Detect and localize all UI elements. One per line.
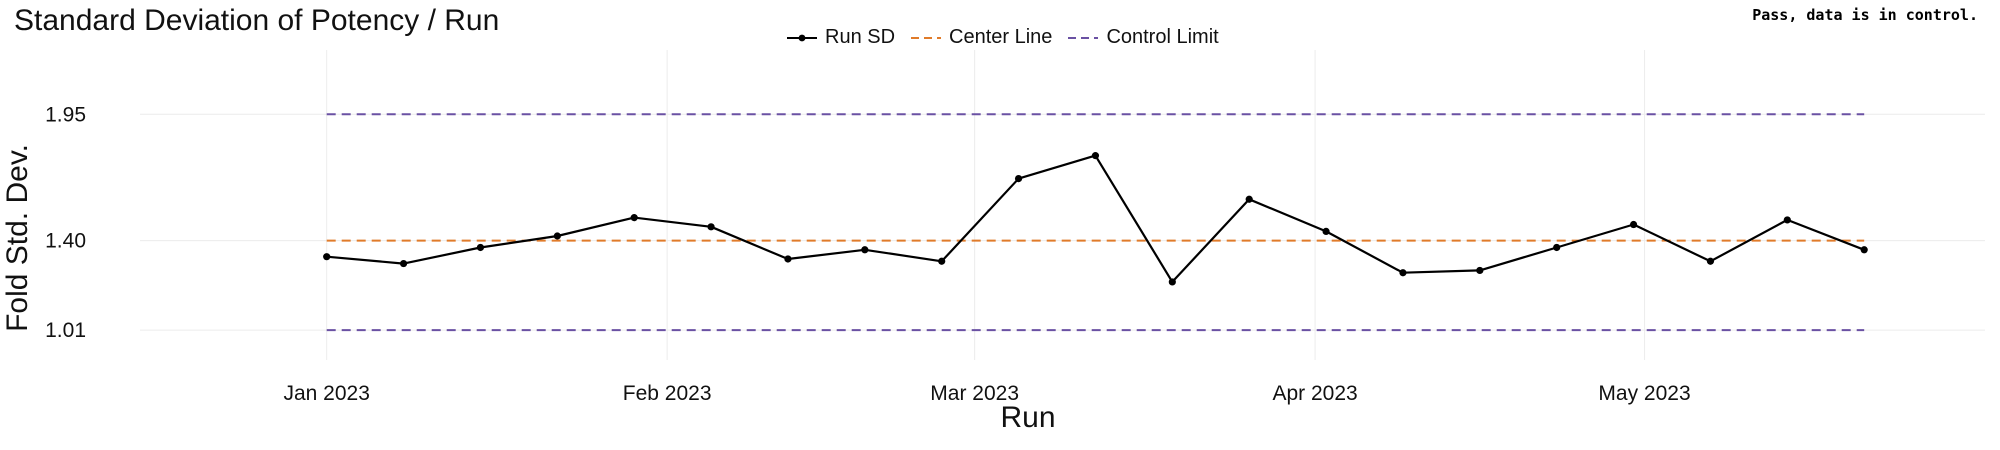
- run-sd-point: [399, 259, 408, 268]
- run-sd-point: [861, 246, 869, 254]
- legend-item-run-sd: Run SD: [785, 26, 895, 49]
- status-message: Pass, data is in control.: [1752, 6, 1978, 24]
- legend-swatch-run-sd: [787, 34, 817, 41]
- legend: Run SD Center Line Control Limit: [785, 26, 1219, 49]
- x-tick-label: Feb 2023: [623, 382, 712, 405]
- legend-swatch-center-line: [911, 36, 942, 39]
- run-sd-point: [1322, 227, 1330, 236]
- legend-item-control-limit: Control Limit: [1066, 26, 1219, 49]
- legend-label-control-limit: Control Limit: [1106, 26, 1219, 48]
- run-sd-point: [553, 232, 561, 240]
- run-sd-point: [1706, 257, 1715, 265]
- run-sd-point: [1168, 278, 1176, 286]
- run-sd-point: [1476, 266, 1484, 275]
- run-sd-point: [476, 243, 485, 252]
- x-tick-label: May 2023: [1598, 382, 1690, 405]
- x-tick-label: Jan 2023: [283, 382, 369, 405]
- run-sd-point: [323, 253, 331, 261]
- run-sd-point: [938, 257, 946, 265]
- legend-swatch-control-limit: [1068, 36, 1099, 39]
- legend-item-center-line: Center Line: [909, 26, 1052, 49]
- run-sd-point: [1553, 243, 1561, 252]
- x-axis-label: Run: [1000, 401, 1056, 434]
- x-tick-label: Mar 2023: [930, 382, 1019, 405]
- run-sd-point: [1245, 195, 1253, 203]
- chart-title: Standard Deviation of Potency / Run: [14, 4, 500, 37]
- legend-label-center-line: Center Line: [949, 26, 1053, 48]
- run-sd-point: [1860, 246, 1868, 254]
- y-tick-label: 1.01: [45, 319, 86, 342]
- run-sd-point: [1091, 152, 1100, 160]
- y-tick-label: 1.40: [45, 230, 86, 253]
- run-sd-point: [707, 223, 715, 231]
- run-sd-line: [326, 154, 1865, 283]
- run-sd-point: [1783, 216, 1791, 224]
- legend-label-run-sd: Run SD: [825, 26, 896, 48]
- y-tick-label: 1.95: [45, 103, 86, 126]
- run-sd-point: [784, 255, 792, 263]
- run-sd-point: [1399, 269, 1407, 277]
- x-tick-label: Apr 2023: [1272, 382, 1357, 405]
- run-sd-point: [1629, 220, 1638, 229]
- run-sd-point: [630, 214, 638, 222]
- run-sd-point: [1014, 174, 1023, 183]
